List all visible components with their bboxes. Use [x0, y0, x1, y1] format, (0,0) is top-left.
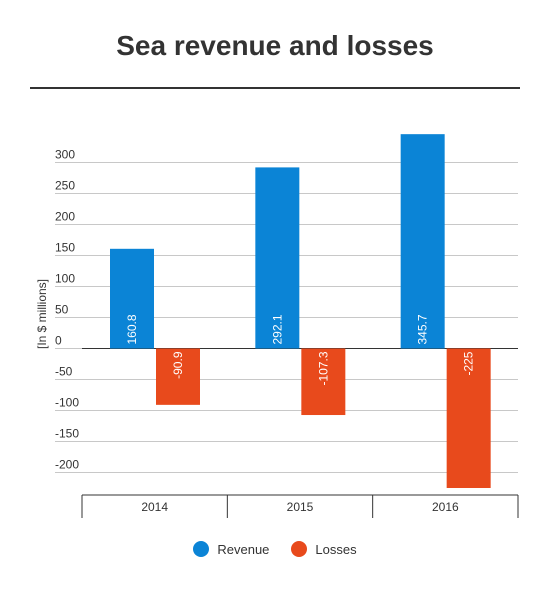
bar-losses-2014[interactable]	[156, 348, 200, 405]
legend-label-revenue: Revenue	[217, 541, 270, 557]
y-axis-label: [In $ millions]	[35, 279, 49, 349]
y-tick-label: -150	[55, 427, 79, 441]
legend-item-losses[interactable]: Losses	[291, 541, 357, 557]
data-label: 345.7	[416, 314, 430, 344]
x-tick-label: 2015	[287, 500, 314, 514]
y-tick-label: 200	[55, 210, 75, 224]
y-tick-label: 250	[55, 179, 75, 193]
bar-revenue-2015[interactable]	[255, 167, 300, 349]
y-tick-label: 0	[55, 334, 62, 348]
chart-title: Sea revenue and losses	[116, 30, 434, 61]
legend-label-losses: Losses	[315, 541, 357, 557]
y-tick-label: 300	[55, 148, 75, 162]
title-divider	[30, 87, 520, 89]
y-tick-label: 50	[55, 303, 69, 317]
bar-revenue-2014[interactable]	[110, 248, 154, 349]
legend-marker-revenue	[193, 541, 210, 557]
bar-losses-2015[interactable]	[301, 348, 346, 416]
legend-item-revenue[interactable]: Revenue	[193, 541, 269, 557]
chart-legend: Revenue Losses	[0, 541, 550, 557]
data-label: 292.1	[270, 314, 284, 344]
bar-revenue-2016[interactable]	[400, 134, 445, 349]
data-label: 160.8	[125, 314, 139, 344]
y-tick-label: 100	[55, 272, 75, 286]
data-label: -225	[462, 351, 476, 375]
y-tick-label: -100	[55, 396, 79, 410]
x-tick-label: 2014	[141, 500, 168, 514]
data-label: -90.9	[171, 351, 185, 379]
y-tick-label: -50	[55, 365, 73, 379]
y-tick-label: 150	[55, 241, 75, 255]
x-tick-label: 2016	[432, 500, 459, 514]
bar-losses-2016[interactable]	[446, 348, 491, 489]
data-label: -107.3	[316, 351, 330, 385]
y-tick-label: -200	[55, 458, 79, 472]
legend-marker-losses	[291, 541, 308, 557]
